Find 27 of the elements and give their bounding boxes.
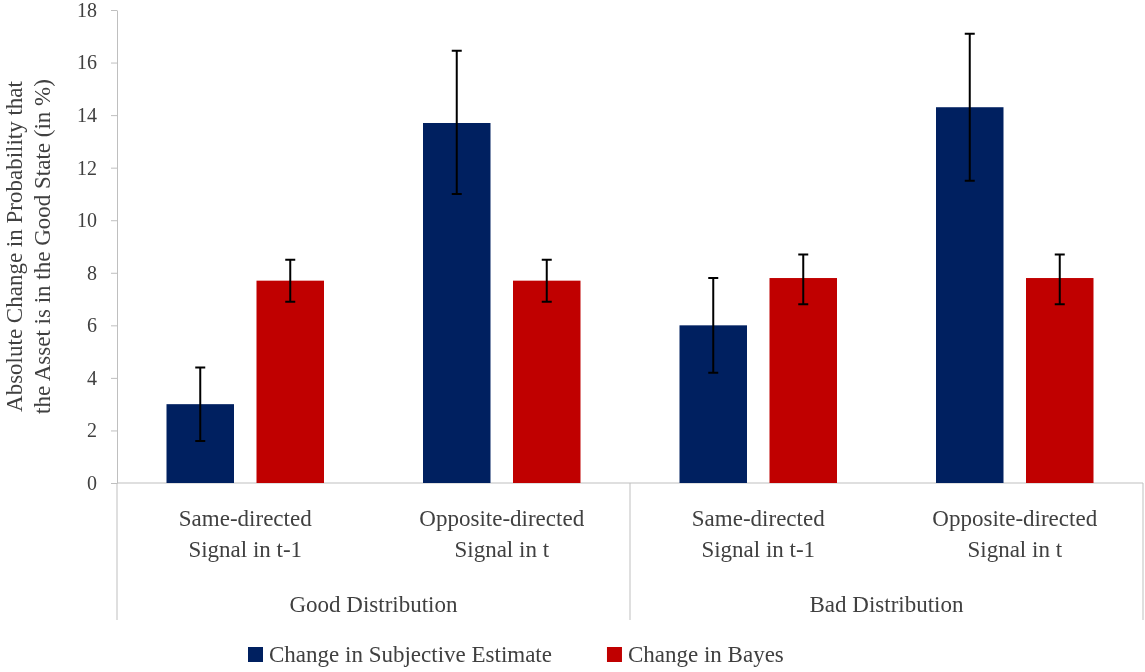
y-tick-label: 0 xyxy=(87,471,97,494)
y-tick-label: 4 xyxy=(87,366,97,389)
text: Good Distribution xyxy=(289,592,459,617)
bar xyxy=(769,278,837,483)
x-tick-label: Opposite-directed Signal in t xyxy=(932,506,1098,562)
bar xyxy=(256,280,324,483)
y-axis-title: Absolute Change in Probability that the Asset is in the Good State (in %) xyxy=(2,79,55,414)
bar xyxy=(166,404,234,483)
x-tick-label: Same-directed Signal in t-1 xyxy=(178,506,313,562)
bar xyxy=(423,122,491,483)
bar xyxy=(513,280,581,483)
bar xyxy=(1026,278,1094,483)
legend-label: Change in Subjective Estimate xyxy=(269,642,552,667)
bar xyxy=(679,325,747,483)
legend-label: Change in Bayes xyxy=(627,642,784,667)
y-tick-label: 8 xyxy=(87,261,97,284)
y-tick-label: 12 xyxy=(77,156,97,179)
y-tick-label: 6 xyxy=(87,314,97,337)
y-tick-label: 2 xyxy=(87,419,97,442)
y-tick-label: 18 xyxy=(77,0,97,21)
bar xyxy=(936,107,1004,483)
x-tick-label: Same-directed Signal in t-1 xyxy=(691,506,826,562)
y-tick-label: 10 xyxy=(77,209,97,232)
x-tick-label: Opposite-directed Signal in t xyxy=(419,506,585,562)
y-tick-label: 16 xyxy=(77,51,97,74)
text: Bad Distribution xyxy=(809,592,964,617)
y-tick-label: 14 xyxy=(77,104,97,127)
